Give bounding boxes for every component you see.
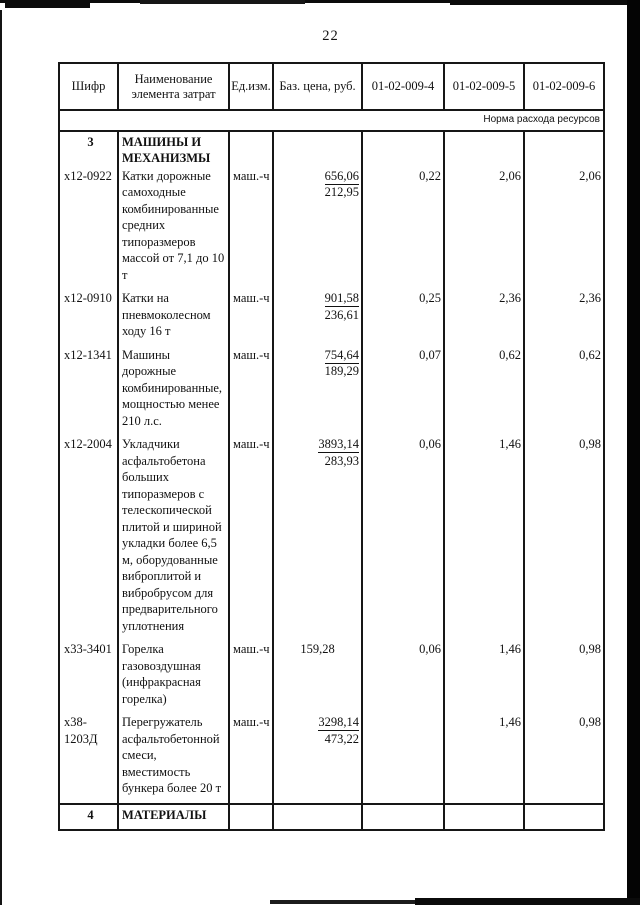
page-number: 22 — [322, 28, 339, 44]
row-unit: маш.-ч — [228, 713, 274, 804]
section-number: 3 — [58, 130, 119, 167]
scan-artifact-left-edge — [0, 10, 2, 905]
row-norm-009-4: 0,22 — [361, 166, 445, 289]
row-unit: маш.-ч — [228, 289, 274, 346]
row-unit: маш.-ч — [228, 166, 274, 289]
row-base-price: 3893,14 283,93 — [272, 435, 363, 640]
row-norm-009-6: 2,36 — [523, 289, 605, 346]
row-unit: маш.-ч — [228, 435, 274, 640]
row-norm-009-6: 0,62 — [523, 345, 605, 435]
row-name: Перегружатель асфальтобетонной смеси, вм… — [117, 713, 230, 804]
table-row: x12-0910 Катки на пневмоколесном ходу 16… — [58, 289, 605, 346]
scan-artifact-bottom-bar — [415, 898, 640, 905]
row-code: x38-1203Д — [58, 713, 119, 804]
row-norm-009-5: 2,06 — [443, 166, 525, 289]
row-code: x33-3401 — [58, 640, 119, 713]
row-name: Горелка газовоздушная (инфракрасная горе… — [117, 640, 230, 713]
row-code: x12-2004 — [58, 435, 119, 640]
table-row: x38-1203Д Перегружатель асфальтобетонной… — [58, 713, 605, 804]
row-norm-009-6: 0,98 — [523, 640, 605, 713]
row-unit: маш.-ч — [228, 345, 274, 435]
row-norm-009-4: 0,07 — [361, 345, 445, 435]
col-header-unit: Ед.изм. — [228, 62, 274, 111]
row-code: x12-0910 — [58, 289, 119, 346]
table-row: x33-3401 Горелка газовоздушная (инфракра… — [58, 640, 605, 713]
row-norm-009-5: 1,46 — [443, 640, 525, 713]
table-row: x12-2004 Укладчики асфальтобетона больши… — [58, 435, 605, 640]
row-norm-009-4: 0,25 — [361, 289, 445, 346]
row-base-price: 3298,14 473,22 — [272, 713, 363, 804]
norm-subheader-label: Норма расхода ресурсов — [59, 109, 604, 132]
table-row: x12-1341 Машины дорожные комбинированные… — [58, 345, 605, 435]
col-header-name: Наименование элемента затрат — [117, 62, 230, 111]
row-base-price: 754,64 189,29 — [272, 345, 363, 435]
section-row-machines: 3 МАШИНЫ И МЕХАНИЗМЫ — [58, 130, 605, 167]
scan-artifact-right-band — [627, 0, 640, 905]
row-norm-009-6: 2,06 — [523, 166, 605, 289]
row-norm-009-5: 1,46 — [443, 713, 525, 804]
section-title: МАШИНЫ И МЕХАНИЗМЫ — [117, 130, 230, 167]
norm-subheader-row: Норма расхода ресурсов — [59, 109, 604, 132]
scan-artifact-top-blob — [5, 0, 90, 8]
row-code: x12-1341 — [58, 345, 119, 435]
row-base-price: 159,28 — [272, 640, 363, 713]
row-name: Машины дорожные комбинированные, мощност… — [117, 345, 230, 435]
row-code: x12-0922 — [58, 166, 119, 289]
row-unit: маш.-ч — [228, 640, 274, 713]
scan-artifact-top-segment — [140, 0, 305, 4]
col-header-base-price: Баз. цена, руб. — [272, 62, 363, 111]
row-name: Катки на пневмоколесном ходу 16 т — [117, 289, 230, 346]
row-norm-009-5: 0,62 — [443, 345, 525, 435]
row-norm-009-6: 0,98 — [523, 435, 605, 640]
section-title: МАТЕРИАЛЫ — [117, 802, 230, 830]
row-base-price: 901,58 236,61 — [272, 289, 363, 346]
row-norm-009-5: 1,46 — [443, 435, 525, 640]
col-header-code: Шифр — [58, 62, 119, 111]
row-norm-009-4 — [361, 713, 445, 804]
col-header-01-02-009-4: 01-02-009-4 — [361, 62, 445, 111]
col-header-01-02-009-6: 01-02-009-6 — [523, 62, 605, 111]
table-row: x12-0922 Катки дорожные самоходные комби… — [58, 166, 605, 289]
row-name: Катки дорожные самоходные комбинированны… — [117, 166, 230, 289]
cost-table: Шифр Наименование элемента затрат Ед.изм… — [58, 62, 605, 831]
scan-artifact-top-edge — [0, 0, 640, 3]
row-norm-009-5: 2,36 — [443, 289, 525, 346]
row-name: Укладчики асфальтобетона больших типораз… — [117, 435, 230, 640]
section-row-materials: 4 МАТЕРИАЛЫ — [58, 802, 605, 830]
row-base-price: 656,06 212,95 — [272, 166, 363, 289]
section-number: 4 — [58, 802, 119, 830]
row-norm-009-4: 0,06 — [361, 435, 445, 640]
row-norm-009-4: 0,06 — [361, 640, 445, 713]
table-header-row: Шифр Наименование элемента затрат Ед.изм… — [58, 62, 605, 111]
col-header-01-02-009-5: 01-02-009-5 — [443, 62, 525, 111]
row-norm-009-6: 0,98 — [523, 713, 605, 804]
scan-artifact-top-segment — [450, 0, 640, 5]
